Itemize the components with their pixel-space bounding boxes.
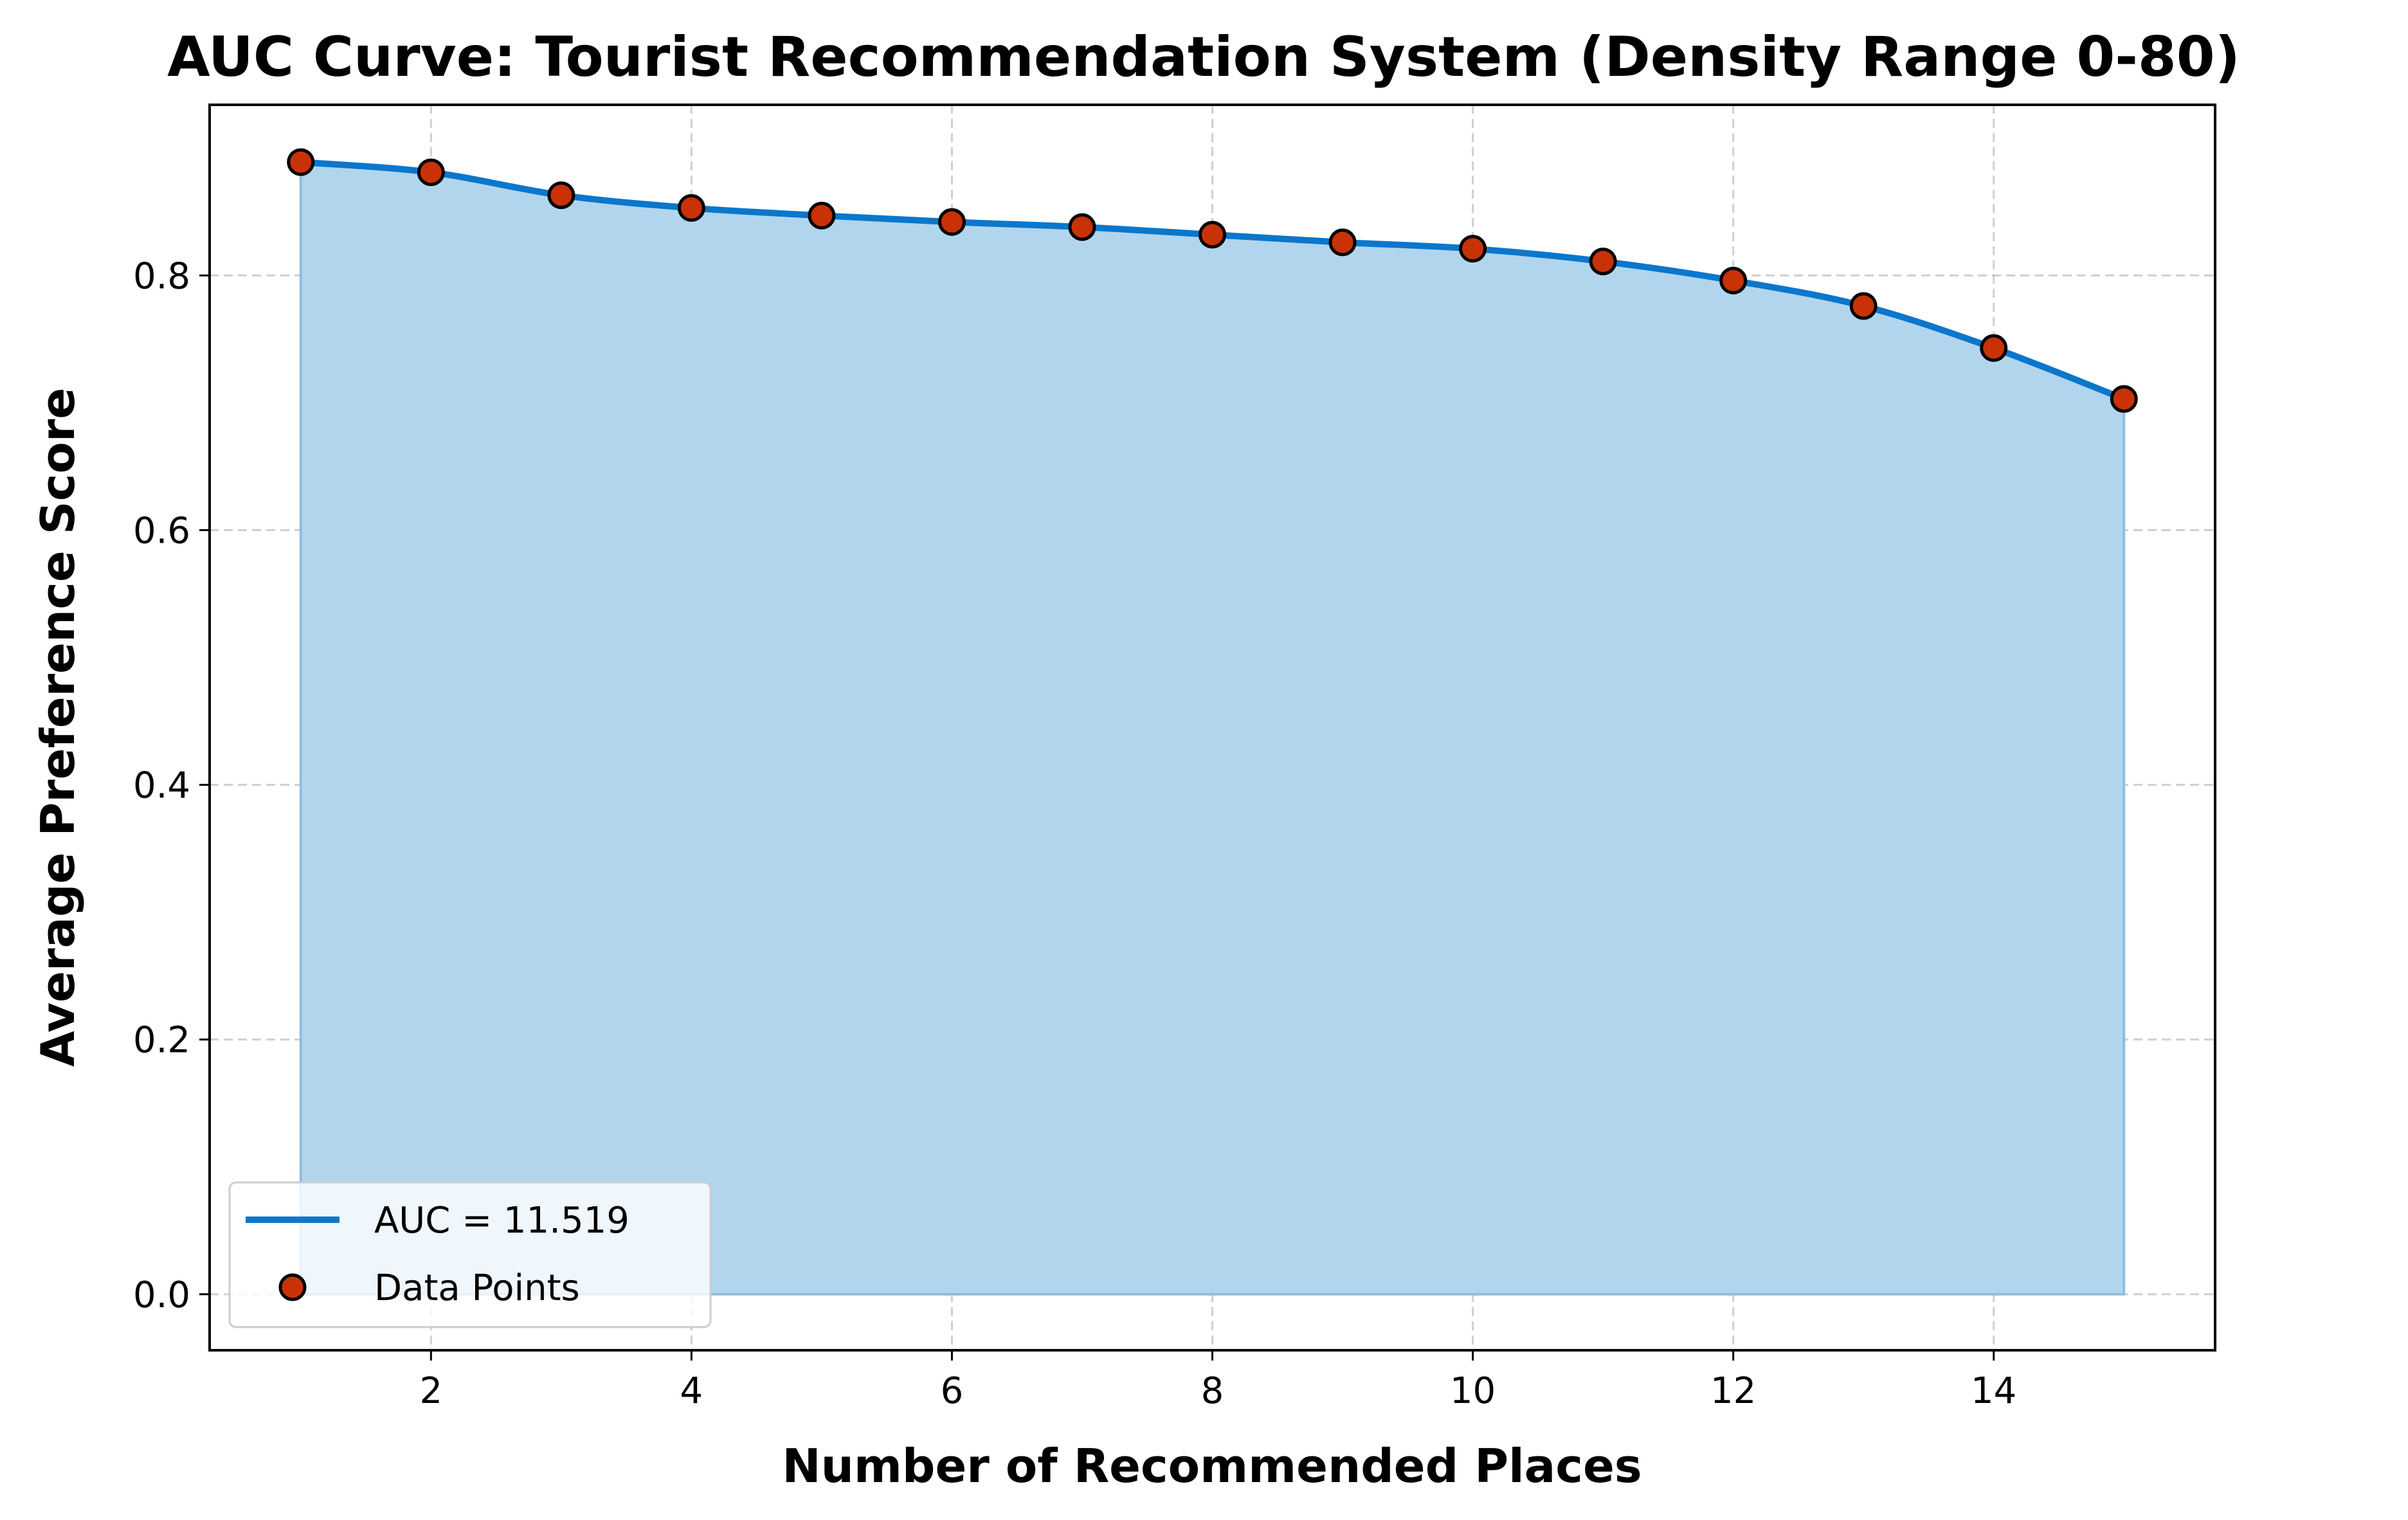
data-point — [1328, 228, 1357, 257]
data-points — [287, 148, 2138, 413]
legend-label-points: Data Points — [374, 1267, 580, 1309]
data-point — [1980, 334, 2008, 362]
data-point — [1199, 221, 1226, 249]
data-point — [287, 148, 315, 176]
x-tick-label: 12 — [1710, 1370, 1756, 1412]
auc-area-fill — [299, 160, 2126, 1296]
data-point — [1068, 213, 1096, 241]
legend: AUC = 11.519 Data Points — [228, 1181, 712, 1328]
data-point — [417, 158, 445, 186]
y-tick-label: 0.2 — [133, 1020, 190, 1062]
data-point — [677, 194, 705, 222]
legend-box — [228, 1181, 712, 1328]
y-tick-label: 0.8 — [133, 255, 190, 297]
x-axis-label: Number of Recommended Places — [782, 1439, 1642, 1493]
x-tick-label: 2 — [419, 1370, 442, 1412]
chart-title: AUC Curve: Tourist Recommendation System… — [167, 25, 2240, 89]
data-point — [1849, 292, 1878, 320]
y-axis-ticks: 0.0 0.2 0.4 0.6 0.8 — [133, 255, 210, 1316]
data-point — [937, 208, 966, 236]
y-tick-label: 0.6 — [133, 511, 190, 552]
data-point — [547, 181, 575, 210]
plot-area — [208, 104, 2216, 1352]
x-tick-label: 10 — [1450, 1370, 1496, 1412]
y-axis-label: Average Preference Score — [31, 388, 85, 1067]
data-point — [1719, 266, 1748, 294]
legend-point-swatch — [278, 1273, 307, 1301]
x-tick-label: 14 — [1971, 1370, 2016, 1412]
data-point — [1459, 235, 1487, 263]
y-tick-label: 0.0 — [133, 1274, 190, 1316]
legend-label-auc: AUC = 11.519 — [374, 1200, 629, 1242]
data-point — [2110, 385, 2138, 413]
data-point — [1589, 248, 1617, 276]
x-tick-label: 8 — [1201, 1370, 1224, 1412]
data-point — [808, 201, 836, 230]
y-tick-label: 0.4 — [133, 765, 190, 807]
x-tick-label: 4 — [680, 1370, 703, 1412]
x-axis-ticks: 2 4 6 8 10 12 14 — [419, 1350, 2016, 1412]
x-tick-label: 6 — [941, 1370, 964, 1412]
